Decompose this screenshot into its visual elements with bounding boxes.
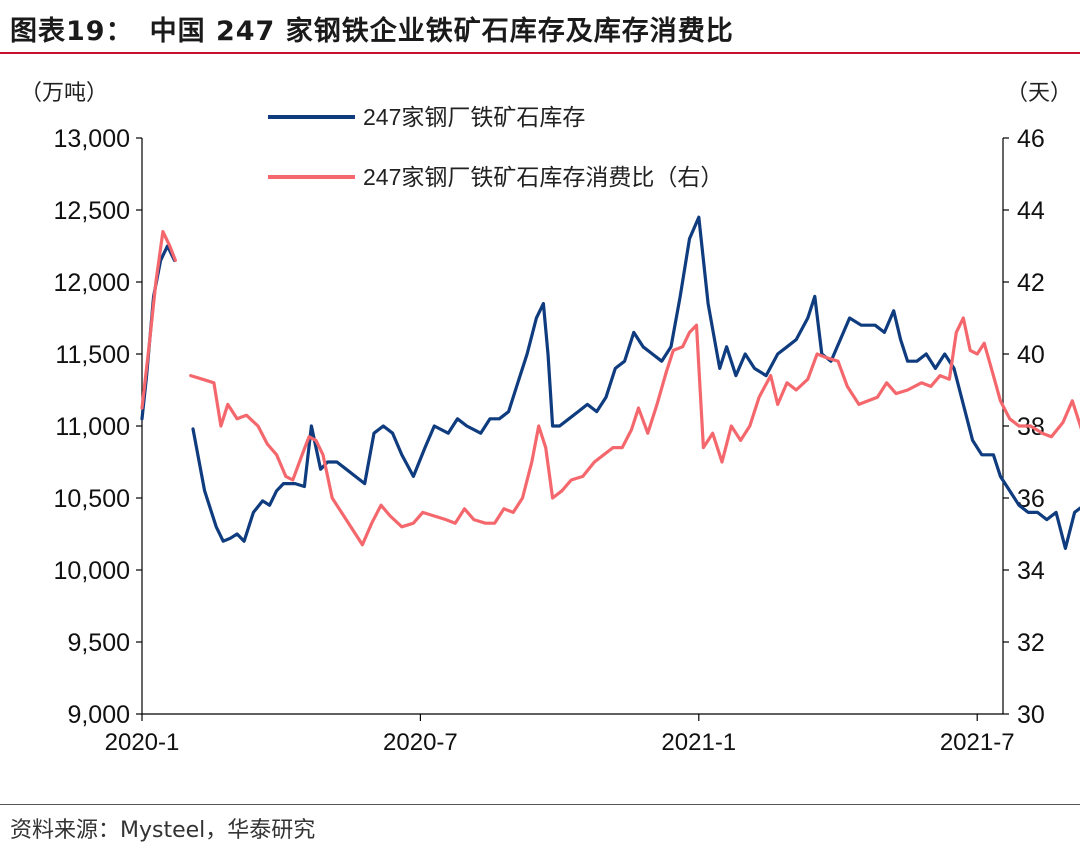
y-left-tick-label: 9,000 xyxy=(67,701,130,729)
y-left-tick-label: 11,000 xyxy=(55,413,130,441)
chart-title: 图表19： 中国 247 家钢铁企业铁矿石库存及库存消费比 xyxy=(10,8,734,48)
y-left-tick-label: 10,500 xyxy=(54,485,130,513)
y-right-tick-label: 34 xyxy=(1017,557,1045,585)
source-note: 资料来源：Mysteel，华泰研究 xyxy=(10,818,316,843)
y-right-tick-label: 44 xyxy=(1017,197,1045,225)
y-left-tick-label: 12,500 xyxy=(54,197,130,225)
y-right-unit-label: （天） xyxy=(1006,80,1072,105)
legend: 247家钢厂铁矿石库存 247家钢厂铁矿石库存消费比（右） xyxy=(268,104,723,190)
y-right-tick-label: 32 xyxy=(1017,629,1045,657)
legend-label-inventory: 247家钢厂铁矿石库存 xyxy=(363,104,585,130)
y-right-tick-label: 30 xyxy=(1017,701,1045,729)
chart: （万吨） （天） 9,000 9,500 10,000 10,500 11,000 11,… xyxy=(20,80,1080,756)
figure-title: 中国 247 家钢铁企业铁矿石库存及库存消费比 xyxy=(149,15,734,47)
y-left-tick-label: 11,500 xyxy=(55,341,130,369)
y-left-tick-label: 12,000 xyxy=(54,269,130,297)
series-layer xyxy=(140,215,1080,550)
y-left-unit-label: （万吨） xyxy=(20,80,108,105)
ratio-line-segment xyxy=(140,230,177,410)
ratio-line-segment xyxy=(189,316,1080,547)
legend-label-ratio: 247家钢厂铁矿石库存消费比（右） xyxy=(363,164,723,190)
x-tick-label: 2020-1 xyxy=(105,729,180,756)
series-ratio xyxy=(140,230,1080,547)
axis-ticks: 9,000 9,500 10,000 10,500 11,000 11,500 12,000… xyxy=(54,125,1045,756)
footer-rule xyxy=(0,804,1080,805)
y-left-tick-label: 9,500 xyxy=(67,629,130,657)
x-tick-label: 2020-7 xyxy=(383,729,458,756)
y-left-tick-label: 13,000 xyxy=(54,125,130,153)
y-right-tick-label: 46 xyxy=(1017,125,1045,153)
title-rule xyxy=(0,52,1080,54)
series-inventory xyxy=(140,215,1080,550)
y-left-tick-label: 10,000 xyxy=(54,557,130,585)
x-tick-label: 2021-7 xyxy=(940,729,1015,756)
x-tick-label: 2021-1 xyxy=(661,729,736,756)
figure-number: 图表19： xyxy=(10,15,134,47)
y-right-tick-label: 42 xyxy=(1017,269,1045,297)
y-right-tick-label: 40 xyxy=(1017,341,1045,369)
inventory-line-segment xyxy=(191,215,1080,550)
